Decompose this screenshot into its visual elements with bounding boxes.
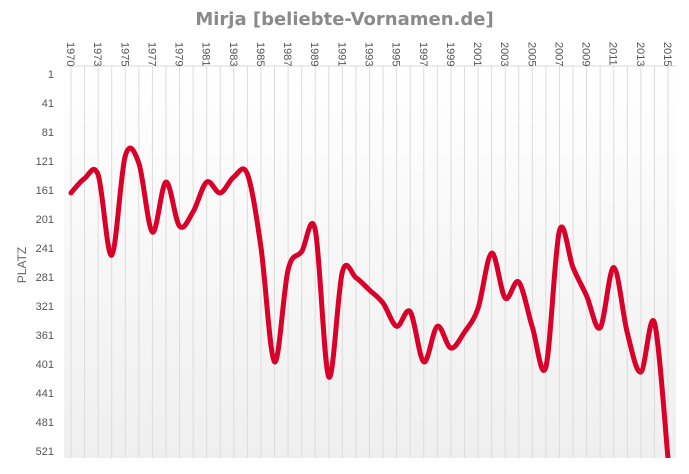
y-tick-label: 201 — [36, 214, 54, 226]
y-tick-label: 1 — [48, 69, 54, 81]
x-tick-label: 1989 — [308, 42, 320, 66]
x-tick-label: 1991 — [335, 42, 347, 66]
y-tick-label: 321 — [36, 301, 54, 313]
x-tick-label: 2003 — [498, 42, 510, 66]
x-tick-label: 1995 — [390, 42, 402, 66]
chart-title: Mirja [beliebte-Vornamen.de] — [195, 9, 494, 30]
x-tick-label: 1975 — [118, 42, 130, 66]
y-tick-label: 161 — [36, 185, 54, 197]
y-tick-label: 401 — [36, 359, 54, 371]
x-tick-label: 1977 — [145, 42, 157, 66]
x-tick-label: 1970 — [64, 42, 76, 66]
x-tick-label: 2007 — [552, 42, 564, 66]
y-axis-label: PLATZ — [15, 247, 29, 283]
x-tick-label: 1979 — [173, 42, 185, 66]
y-tick-label: 121 — [36, 156, 54, 168]
x-tick-label: 2005 — [525, 42, 537, 66]
y-tick-label: 281 — [36, 272, 54, 284]
x-tick-label: 1987 — [281, 42, 293, 66]
y-tick-label: 361 — [36, 330, 54, 342]
y-tick-label: 521 — [36, 446, 54, 458]
series-line — [68, 145, 671, 458]
x-tick-label: 2009 — [580, 42, 592, 66]
y-tick-label: 481 — [36, 417, 54, 429]
x-tick-label: 1973 — [91, 42, 103, 66]
x-tick-label: 1981 — [200, 42, 212, 66]
x-tick-label: 2013 — [634, 42, 646, 66]
y-tick-label: 81 — [42, 127, 54, 139]
y-tick-label: 241 — [36, 243, 54, 255]
x-tick-label: 1993 — [363, 42, 375, 66]
x-tick-label: 1997 — [417, 42, 429, 66]
y-tick-label: 41 — [42, 98, 54, 110]
x-tick-label: 1985 — [254, 42, 266, 66]
y-tick-label: 441 — [36, 388, 54, 400]
x-tick-label: 2015 — [661, 42, 673, 66]
x-tick-label: 1999 — [444, 42, 456, 66]
x-tick-label: 1983 — [227, 42, 239, 66]
x-tick-label: 2001 — [471, 42, 483, 66]
x-tick-label: 2011 — [607, 42, 619, 66]
